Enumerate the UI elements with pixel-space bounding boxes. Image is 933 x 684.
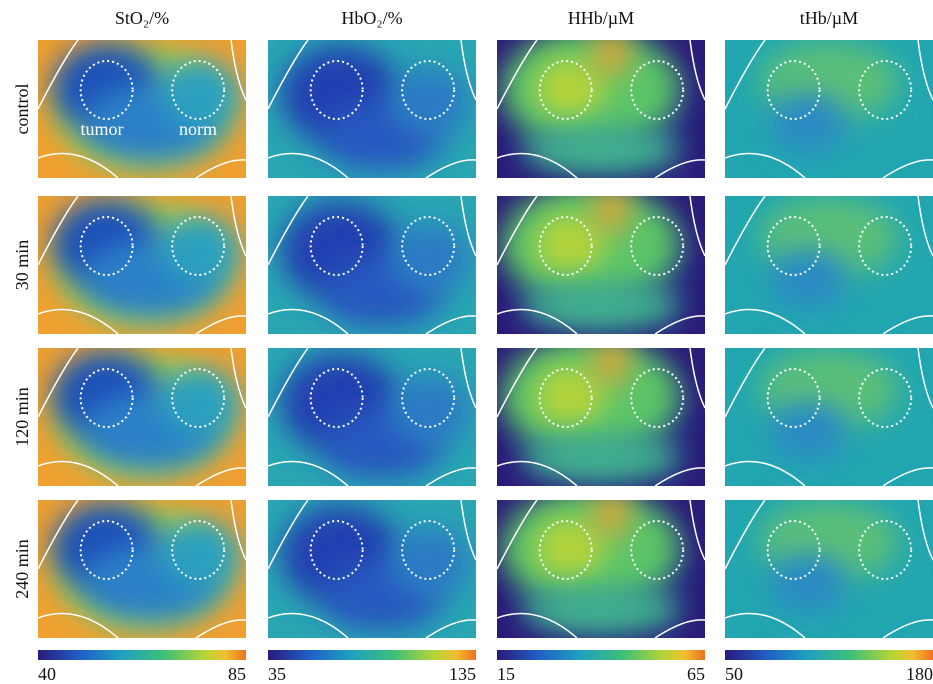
colorbar-max: 180: [906, 664, 933, 684]
heatmap-blob: [521, 585, 681, 635]
heatmap: [38, 500, 246, 638]
colorbar: [268, 650, 476, 660]
heatmap: [725, 196, 933, 334]
figure: control 30 min 120 min 240 min tumor norm StO₂…: [0, 0, 933, 684]
heatmap: [38, 40, 246, 178]
heatmap: [497, 184, 705, 334]
annotation-norm: norm: [179, 119, 217, 139]
heatmap-blob: [521, 125, 681, 175]
heatmap: [725, 40, 933, 178]
heatmap-blob: [521, 433, 681, 483]
heatmap-blob: [768, 553, 848, 613]
heatmap-blob: [593, 190, 629, 230]
colorbar: [725, 650, 933, 660]
heatmap-blob: [593, 342, 629, 382]
colorbar-max: 65: [687, 664, 705, 684]
heatmap-blob: [390, 223, 470, 293]
colorbar-max: 85: [228, 664, 246, 684]
column-title: StO₂/%: [115, 8, 169, 28]
heatmap: [38, 196, 246, 334]
heatmap: [268, 348, 476, 486]
row-label: 30 min: [12, 240, 32, 291]
colorbar-max: 135: [449, 664, 476, 684]
row-label: control: [12, 84, 32, 135]
heatmap: [38, 348, 246, 486]
colorbar: [497, 650, 705, 660]
heatmap: [268, 40, 476, 178]
column-title: tHb/µM: [800, 8, 858, 28]
heatmap-blob: [390, 527, 470, 597]
colorbar-min: 35: [268, 664, 286, 684]
colorbar-min: 50: [725, 664, 743, 684]
row-label: 120 min: [12, 387, 32, 447]
heatmap: [497, 336, 705, 486]
heatmap: [725, 348, 933, 486]
column-title: HbO₂/%: [341, 8, 402, 28]
colorbar-min: 15: [497, 664, 515, 684]
heatmap-blob: [521, 281, 681, 331]
heatmap-blob: [768, 401, 848, 461]
heatmap: [268, 196, 476, 334]
heatmap-blob: [390, 375, 470, 445]
annotation-tumor: tumor: [81, 119, 124, 139]
heatmap-blob: [593, 494, 629, 534]
heatmap: [497, 28, 705, 178]
heatmap: [268, 500, 476, 638]
heatmap: [725, 500, 933, 638]
heatmap-blob: [768, 249, 848, 309]
heatmap: [497, 488, 705, 638]
heatmap-blob: [768, 93, 848, 153]
heatmap-blob: [390, 67, 470, 137]
colorbar-min: 40: [38, 664, 56, 684]
column-title: HHb/µM: [568, 8, 634, 28]
row-label: 240 min: [12, 539, 32, 599]
heatmap-blob: [593, 34, 629, 74]
colorbar: [38, 650, 246, 660]
